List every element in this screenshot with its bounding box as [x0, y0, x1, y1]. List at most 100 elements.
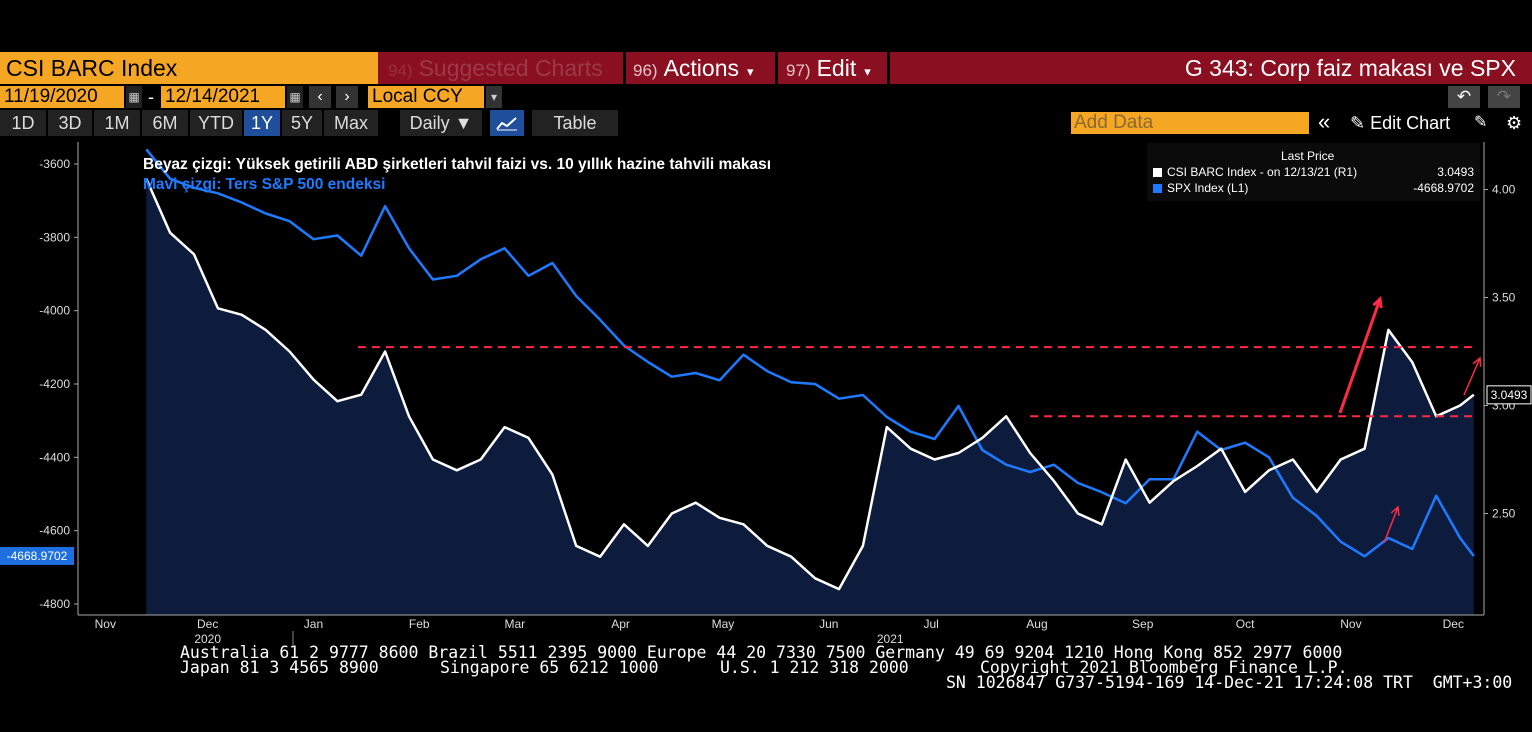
chevron-down-icon: ▾ — [747, 64, 754, 79]
x-tick-label: Nov — [95, 617, 116, 631]
menu-separator — [775, 52, 778, 84]
right-tick-label: 2.50 — [1492, 506, 1516, 520]
chevron-down-icon: ▾ — [864, 64, 871, 79]
actions-menu[interactable]: 96) Actions ▾ — [633, 52, 754, 84]
calendar-icon[interactable]: ▦ — [126, 86, 142, 108]
x-tick-label: Oct — [1236, 617, 1255, 631]
footer-copyright: Copyright 2021 Bloomberg Finance L.P. — [980, 658, 1348, 677]
arrow-up-right-head — [1472, 356, 1482, 368]
timeframe-5y[interactable]: 5Y — [282, 110, 322, 136]
timeframe-ytd[interactable]: YTD — [190, 110, 242, 136]
legend: Last Price CSI BARC Index - on 12/13/21 … — [1147, 143, 1480, 201]
left-tick-label: -4400 — [39, 450, 70, 464]
edit-num: 97) — [786, 61, 811, 80]
start-date-field[interactable]: 11/19/2020 — [0, 86, 124, 108]
x-year-label: 2021 — [877, 632, 904, 646]
arrow-up-large-head — [1372, 295, 1383, 309]
right-tick-label: 3.50 — [1492, 291, 1516, 305]
timeframe-1y[interactable]: 1Y — [244, 110, 280, 136]
timeframe-max[interactable]: Max — [324, 110, 378, 136]
x-tick-label: Sep — [1132, 617, 1154, 631]
legend-label: CSI BARC Index - on 12/13/21 (R1) — [1167, 165, 1358, 179]
redo-icon[interactable]: ↷ — [1488, 86, 1520, 108]
x-tick-label: Mar — [504, 617, 525, 631]
menu-separator — [623, 52, 626, 84]
legend-item-spx: SPX Index (L1) — [1153, 181, 1248, 195]
timeframe-3d[interactable]: 3D — [48, 110, 92, 136]
x-tick-label: Dec — [197, 617, 218, 631]
left-tick-label: -4800 — [39, 597, 70, 611]
last-right-badge — [1486, 385, 1532, 405]
chevron-down-icon[interactable]: ▾ — [486, 86, 502, 108]
csi-series-line — [145, 178, 1475, 591]
x-year-label: 2020 — [194, 632, 221, 646]
arrow-up-blue-head — [1390, 505, 1400, 517]
last-right-label: 3.0493 — [1491, 388, 1528, 402]
series-area-fill — [146, 178, 1474, 615]
currency-select[interactable]: Local CCY — [368, 86, 484, 108]
left-tick-label: -4000 — [39, 304, 70, 318]
settings-icon[interactable]: ⚙ — [1506, 113, 1523, 133]
legend-header: Last Price — [1281, 149, 1335, 163]
annotation-white: Beyaz çizgi: Yüksek getirili ABD şirketl… — [143, 156, 772, 173]
left-tick-label: -4600 — [39, 524, 70, 538]
timeframe-bar: 1D 3D 1M 6M YTD 1Y 5Y Max — [0, 110, 620, 136]
suggested-num: 94) — [388, 61, 413, 80]
spx-series-line — [145, 148, 1475, 558]
last-left-label: -4668.9702 — [7, 549, 68, 563]
add-data-input[interactable]: Add Data — [1071, 112, 1309, 134]
suggested-label: Suggested Charts — [418, 55, 603, 81]
date-dash: - — [148, 87, 154, 107]
chart-title: G 343: Corp faiz makası ve SPX — [1184, 55, 1516, 81]
legend-swatch — [1153, 168, 1162, 177]
x-tick-label: May — [712, 617, 735, 631]
collapse-icon[interactable]: « — [1318, 109, 1331, 134]
legend-value: 3.0493 — [1437, 165, 1474, 179]
suggested-charts-menu[interactable]: 94) Suggested Charts — [388, 52, 603, 84]
last-left-badge — [0, 546, 74, 565]
legend-swatch — [1153, 184, 1162, 193]
arrow-up-blue — [1383, 506, 1399, 544]
table-button[interactable]: Table — [532, 110, 618, 136]
footer-japan: Japan 81 3 4565 8900 — [180, 658, 379, 677]
actions-label: Actions — [663, 55, 740, 81]
undo-icon[interactable]: ↶ — [1448, 86, 1480, 108]
edit-icon[interactable]: ✎ — [1474, 114, 1488, 131]
edit-menu[interactable]: 97) Edit ▾ — [786, 52, 871, 84]
left-tick-label: -3800 — [39, 230, 70, 244]
security-field[interactable]: CSI BARC Index — [0, 52, 378, 84]
x-tick-label: Jan — [304, 617, 323, 631]
legend-item-csi: CSI BARC Index - on 12/13/21 (R1) — [1153, 165, 1357, 179]
left-tick-label: -3600 — [39, 157, 70, 171]
x-tick-label: Feb — [409, 617, 430, 631]
legend-value: -4668.9702 — [1413, 181, 1474, 195]
footer-line-3: SN 1026847 G737-5194-169 14-Dec-21 17:24… — [946, 673, 1513, 692]
next-period-button[interactable]: › — [336, 86, 358, 108]
prev-period-button[interactable]: ‹ — [309, 86, 331, 108]
x-tick-label: Nov — [1340, 617, 1361, 631]
chart-line-icon[interactable] — [490, 110, 524, 136]
right-tick-label: 4.00 — [1492, 183, 1516, 197]
footer-us: U.S. 1 212 318 2000 — [720, 658, 909, 677]
end-date-field[interactable]: 12/14/2021 — [161, 86, 285, 108]
timeframe-6m[interactable]: 6M — [142, 110, 188, 136]
annotation-blue: Mavi çizgi: Ters S&P 500 endeksi — [143, 176, 386, 193]
footer-singapore: Singapore 65 6212 1000 — [440, 658, 659, 677]
edit-label: Edit — [816, 55, 857, 81]
left-tick-label: -4200 — [39, 377, 70, 391]
actions-num: 96) — [633, 61, 658, 80]
timeframe-1m[interactable]: 1M — [94, 110, 140, 136]
x-tick-label: Jun — [819, 617, 838, 631]
chart-area: -3600 -3800 -4000 -4200 -4400 -4600 -4800 4.00 3… — [0, 142, 1532, 646]
menu-separator — [887, 52, 890, 84]
edit-chart-button[interactable]: ✎ Edit Chart — [1350, 113, 1451, 133]
legend-label: SPX Index (L1) — [1167, 181, 1249, 195]
x-tick-label: Aug — [1026, 617, 1047, 631]
x-tick-label: Dec — [1443, 617, 1464, 631]
timeframe-1d[interactable]: 1D — [0, 110, 46, 136]
arrow-up-right — [1463, 357, 1481, 396]
x-tick-label: Jul — [923, 617, 938, 631]
frequency-select[interactable]: Daily ▼ — [400, 110, 482, 136]
x-tick-label: Apr — [611, 617, 630, 631]
calendar-icon[interactable]: ▦ — [287, 86, 303, 108]
